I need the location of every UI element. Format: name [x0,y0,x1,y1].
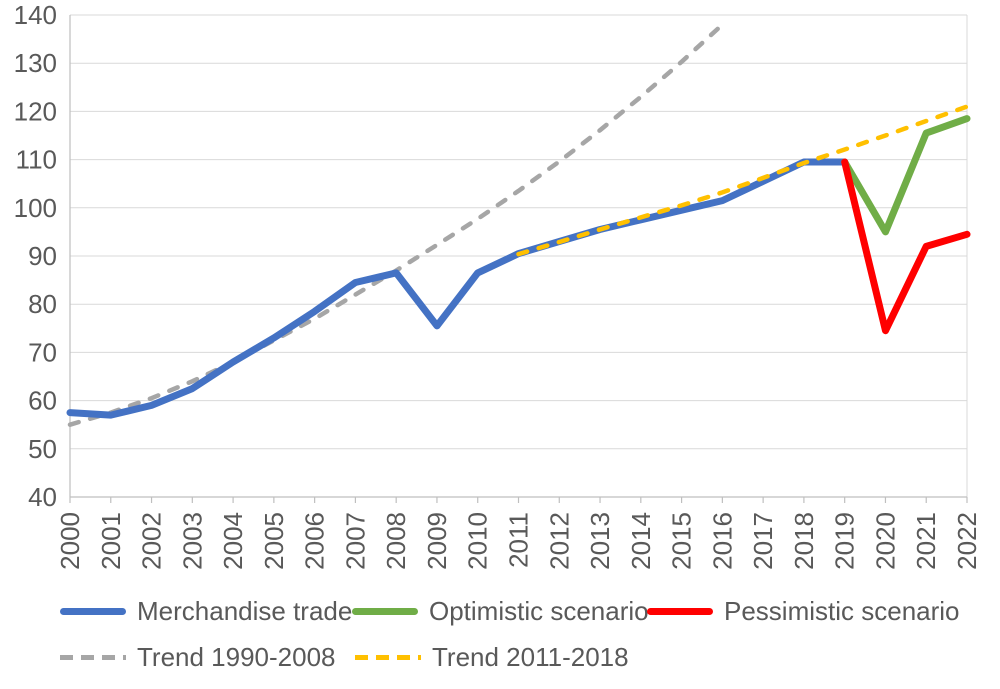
x-axis-label: 2004 [218,512,248,570]
series-line-pessimistic-scenario [841,158,971,335]
x-axis-label: 2013 [585,512,615,570]
x-axis-label: 2020 [870,512,900,570]
legend-swatch-trend-1990-2008 [60,654,126,660]
legend-label-trend-2011-2018: Trend 2011-2018 [432,641,629,672]
legend-item-optimistic-scenario: Optimistic scenario [352,596,649,626]
x-axis-label: 2014 [626,512,656,570]
y-axis-label: 60 [28,386,57,416]
chart-svg: 40 50 60 70 80 90 100 110 120 130 140 2000 2001 2002 2… [14,0,982,570]
x-axis-label: 2006 [300,512,330,570]
legend-swatch-trend-2011-2018 [355,654,421,660]
x-axis-label: 2003 [177,512,207,570]
x-axis-label: 2011 [504,512,534,568]
x-axis-label: 2010 [463,512,493,570]
legend-item-pessimistic-scenario: Pessimistic scenario [647,596,960,626]
x-axis-label: 2021 [911,512,941,570]
x-axis-label: 2009 [422,512,452,570]
legend-swatch-pessimistic-scenario [647,607,713,615]
x-axis-label: 2008 [381,512,411,570]
series-line-optimistic-scenario [841,115,971,236]
legend-label-optimistic-scenario: Optimistic scenario [429,595,649,626]
y-axis-label: 40 [28,482,57,512]
y-axis-label: 80 [28,289,57,319]
y-axis-label: 50 [28,434,57,464]
y-axis-label: 70 [28,337,57,367]
legend-item-trend-1990-2008: Trend 1990-2008 [60,642,336,672]
legend-item-trend-2011-2018: Trend 2011-2018 [355,642,629,672]
y-axis-label: 120 [14,96,57,126]
legend-swatch-merchandise-trade [60,607,126,615]
legend-label-trend-1990-2008: Trend 1990-2008 [137,641,336,672]
legend-label-merchandise-trade: Merchandise trade [137,595,353,626]
y-axis-label: 90 [28,241,57,271]
x-axis-label: 2016 [707,512,737,570]
x-axis-label: 2001 [96,512,126,570]
x-axis-label: 2017 [748,512,778,570]
x-axis-label: 2022 [952,512,982,570]
x-axis-label: 2018 [789,512,819,570]
x-axis-label: 2002 [137,512,167,570]
x-axis-label: 2005 [259,512,289,570]
y-axis-label: 100 [14,193,57,223]
x-axis-label: 2019 [830,512,860,570]
legend-swatch-optimistic-scenario [352,607,418,615]
x-axis-label: 2012 [544,512,574,570]
y-axis-label: 130 [14,48,57,78]
x-axis-label: 2000 [55,512,85,570]
x-axis-label: 2015 [667,512,697,570]
legend-item-merchandise-trade: Merchandise trade [60,596,352,626]
series-line-trend-2011-2018 [516,104,970,257]
series-line-merchandise-trade [66,158,849,419]
y-axis-label: 110 [16,145,57,175]
y-axis-label: 140 [14,0,57,30]
x-axis-label: 2007 [340,512,370,570]
legend-label-pessimistic-scenario: Pessimistic scenario [724,595,960,626]
